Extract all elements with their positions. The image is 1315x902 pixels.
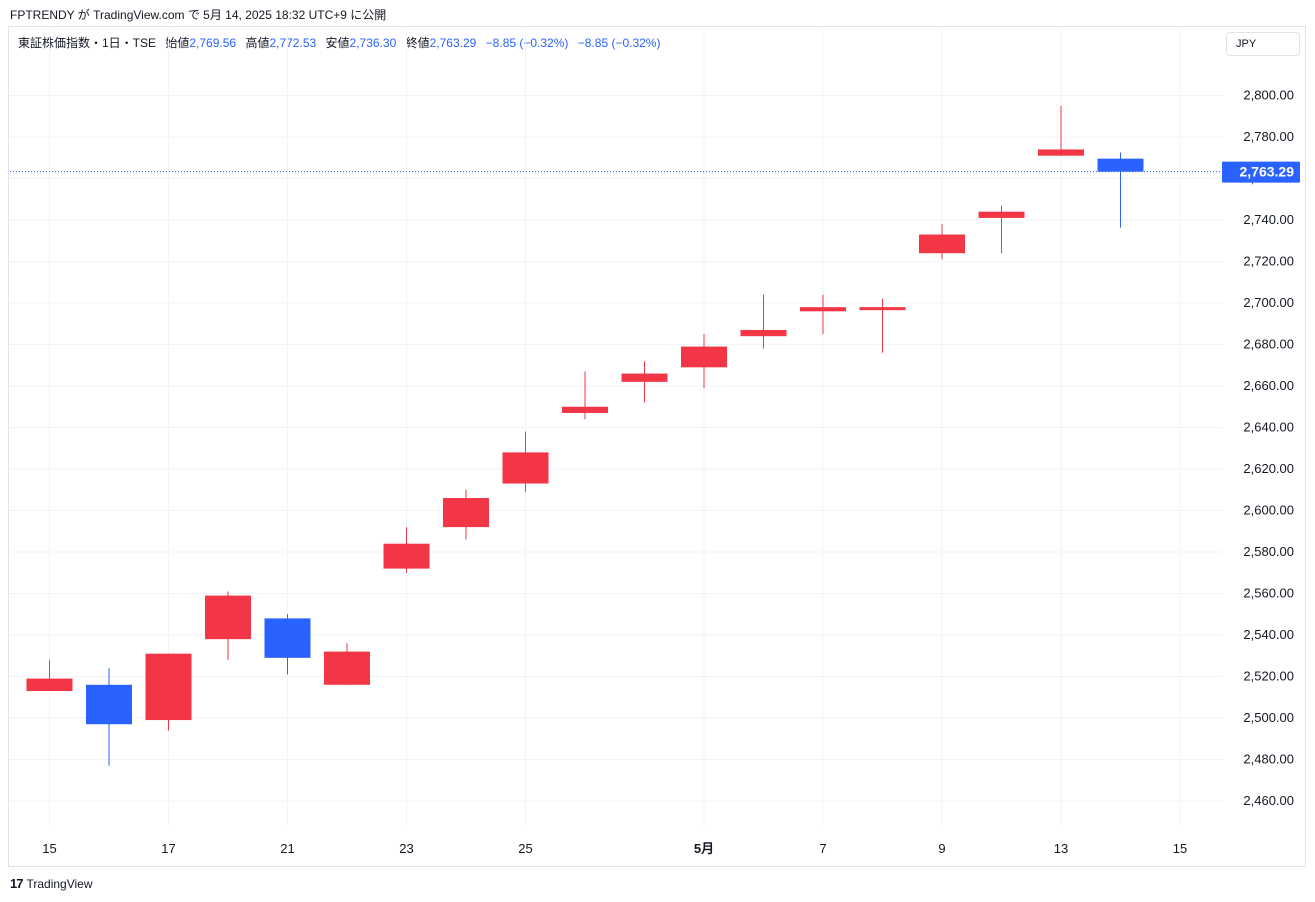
candle-body[interactable]: [621, 373, 668, 382]
x-tick-label: 15: [42, 841, 56, 856]
change-value-2: −8.85 (−0.32%): [577, 36, 661, 50]
candle-body[interactable]: [1097, 158, 1144, 172]
close-value: 2,763.29: [429, 36, 477, 50]
last-price-label: 2,763.29: [1240, 164, 1295, 180]
x-tick-label: 7: [819, 841, 826, 856]
candle-body[interactable]: [26, 678, 73, 692]
tradingview-logo-icon: 17: [10, 876, 24, 891]
y-tick-label: 2,520.00: [1243, 669, 1294, 684]
candle-body[interactable]: [145, 653, 192, 721]
x-tick-label: 13: [1054, 841, 1068, 856]
candle-body[interactable]: [443, 498, 489, 528]
candle-body[interactable]: [264, 618, 311, 658]
candle-body[interactable]: [502, 452, 549, 484]
y-tick-label: 2,540.00: [1243, 627, 1294, 642]
y-tick-label: 2,720.00: [1243, 254, 1294, 269]
last-price-badge: [1222, 161, 1300, 183]
candle-body[interactable]: [1038, 149, 1084, 156]
currency-button[interactable]: JPY: [1226, 32, 1300, 56]
open-value: 2,769.56: [189, 36, 237, 50]
open-label: 始値: [165, 36, 190, 50]
high-label: 高値: [245, 36, 270, 50]
chart-frame: [8, 26, 1306, 867]
x-tick-label: 21: [280, 841, 294, 856]
candle-body[interactable]: [859, 307, 906, 311]
y-tick-label: 2,480.00: [1243, 752, 1294, 767]
candle-body[interactable]: [383, 543, 430, 569]
low-value: 2,736.30: [349, 36, 397, 50]
low-label: 安値: [325, 36, 350, 50]
y-tick-label: 2,800.00: [1243, 88, 1294, 103]
x-tick-label: 15: [1173, 841, 1187, 856]
brand-label: TradingView: [26, 876, 93, 891]
candle-body[interactable]: [86, 684, 132, 725]
ohlc-legend: 東証株価指数・1日・TSE 始値2,769.56 高値2,772.53 安値2,…: [18, 34, 660, 51]
candle-body[interactable]: [562, 406, 608, 413]
candle-body[interactable]: [740, 329, 787, 337]
close-label: 終値: [405, 36, 430, 50]
symbol-label[interactable]: 東証株価指数・1日・TSE: [18, 36, 157, 50]
y-tick-label: 2,740.00: [1243, 212, 1294, 227]
y-tick-label: 2,560.00: [1243, 586, 1294, 601]
candle-body[interactable]: [978, 211, 1025, 218]
y-tick-label: 2,500.00: [1243, 710, 1294, 725]
candle-body[interactable]: [681, 346, 727, 368]
x-tick-label: 23: [399, 841, 413, 856]
x-tick-label: 25: [518, 841, 532, 856]
change-value: −8.85 (−0.32%): [485, 36, 569, 50]
candle-body[interactable]: [205, 595, 251, 640]
y-tick-label: 2,700.00: [1243, 295, 1294, 310]
footer: 17 TradingView: [10, 876, 93, 891]
x-tick-label: 9: [938, 841, 945, 856]
y-tick-label: 2,640.00: [1243, 420, 1294, 435]
y-tick-label: 2,460.00: [1243, 793, 1294, 808]
y-tick-label: 2,660.00: [1243, 378, 1294, 393]
y-tick-label: 2,620.00: [1243, 461, 1294, 476]
y-tick-label: 2,600.00: [1243, 503, 1294, 518]
y-tick-label: 2,680.00: [1243, 337, 1294, 352]
y-tick-label: 2,580.00: [1243, 544, 1294, 559]
candle-body[interactable]: [919, 234, 965, 254]
x-tick-label: 17: [161, 841, 175, 856]
candle-body[interactable]: [800, 307, 846, 312]
x-tick-label: 5月: [694, 841, 714, 856]
candle-body[interactable]: [324, 651, 370, 685]
y-tick-label: 2,780.00: [1243, 129, 1294, 144]
high-value: 2,772.53: [269, 36, 317, 50]
attribution-text: FPTRENDY が TradingView.com で 5月 14, 2025…: [10, 8, 387, 22]
